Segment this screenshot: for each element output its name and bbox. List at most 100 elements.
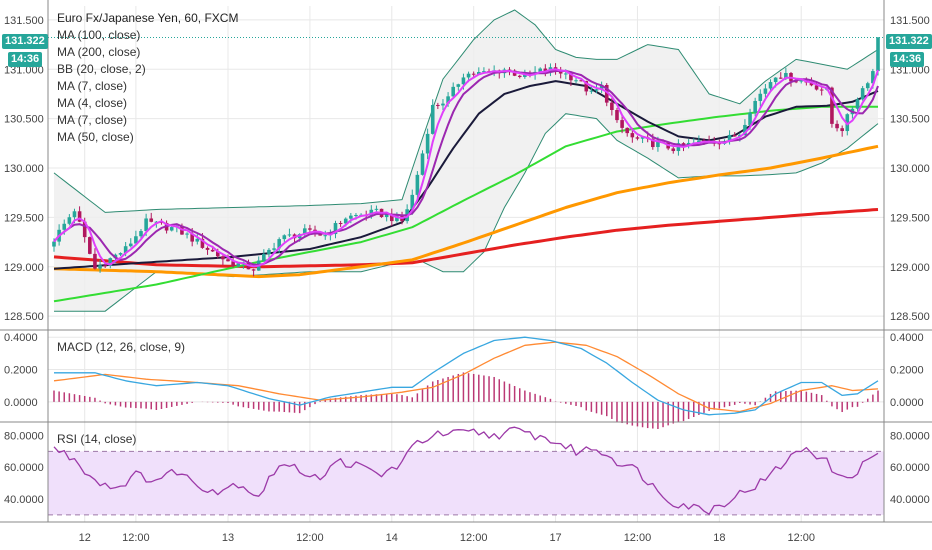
candle-body: [82, 221, 87, 238]
candle-body: [93, 253, 97, 269]
candle-body: [200, 238, 205, 248]
macd-tick-label-left: 0.2000: [4, 365, 38, 377]
candle-body: [763, 88, 768, 94]
candle-body: [732, 134, 737, 137]
candle-body: [410, 194, 415, 210]
candle-body: [354, 214, 358, 216]
candle-body: [855, 99, 860, 109]
candle-body: [517, 75, 522, 77]
candle-body: [236, 263, 241, 267]
rsi-tick-label-left: 40.0000: [4, 494, 44, 506]
candle-body: [338, 223, 343, 225]
candle-body: [98, 265, 102, 269]
x-tick-label: 14: [386, 532, 398, 544]
candle-body: [604, 84, 609, 103]
candle-body: [809, 82, 814, 86]
candle-body: [446, 96, 450, 104]
candle-body: [610, 102, 614, 111]
candle-body: [221, 256, 225, 260]
rsi-line: [53, 426, 879, 515]
y-tick-label-left: 129.000: [4, 262, 44, 274]
x-tick-label: 17: [549, 532, 561, 544]
candle-body: [308, 228, 312, 230]
candle-body: [538, 68, 543, 72]
x-tick-label: 12:00: [122, 532, 150, 544]
price-tag-right: 131.322: [886, 34, 932, 49]
y-tick-label-right: 131.500: [890, 15, 930, 27]
candle-body: [697, 140, 701, 143]
candle-body: [282, 235, 287, 240]
candle-body: [395, 215, 399, 222]
bb-fill: [54, 10, 878, 312]
candle-body: [128, 243, 133, 247]
candle-body: [574, 80, 578, 82]
ma100-line: [53, 144, 879, 279]
candle-body: [215, 251, 220, 257]
x-tick-label: 12:00: [296, 532, 324, 544]
candle-body: [384, 214, 389, 218]
y-tick-label-right: 129.000: [890, 262, 930, 274]
y-tick-label-right: 130.500: [890, 114, 930, 126]
candle-body: [134, 236, 138, 244]
candle-body: [753, 100, 757, 113]
legend-ma4: MA (4, close): [57, 96, 128, 110]
legend-ma200: MA (200, close): [57, 45, 141, 59]
candle-body: [441, 103, 445, 106]
candle-body: [430, 104, 435, 134]
ma7a-line: [53, 69, 879, 266]
rsi-tick-label-left: 80.0000: [4, 431, 44, 443]
candle-body: [471, 73, 476, 75]
macd-tick-label-left: 0.0000: [4, 397, 38, 409]
y-tick-label-left: 130.000: [4, 163, 44, 175]
candle-body: [205, 247, 210, 250]
candle-body: [579, 80, 583, 82]
candle-body: [272, 248, 276, 250]
candle-body: [840, 128, 844, 132]
candle-body: [349, 215, 353, 219]
ma4-line: [53, 68, 879, 268]
rsi-band-fill: [48, 451, 884, 515]
rsi-label: RSI (14, close): [57, 432, 137, 446]
macd-signal-line: [53, 341, 879, 413]
ma50-line: [53, 105, 878, 303]
x-tick-label: 13: [222, 532, 234, 544]
candle-body: [784, 73, 788, 79]
price-tag-left: 131.322: [2, 34, 48, 49]
candle-body: [589, 90, 594, 92]
candle-body: [876, 37, 880, 72]
candle-body: [635, 137, 640, 139]
candle-body: [226, 259, 230, 262]
candle-body: [118, 253, 123, 255]
candle-body: [543, 68, 548, 72]
candle-body: [625, 127, 630, 134]
candle-body: [72, 211, 77, 218]
rsi-tick-label-right: 80.0000: [890, 431, 930, 443]
y-tick-label-right: 131.000: [890, 64, 930, 76]
candle-body: [108, 258, 113, 266]
candle-body: [77, 211, 82, 222]
candle-body: [267, 249, 271, 255]
legend-bb: BB (20, close, 2): [57, 62, 146, 76]
bb-upper-line: [53, 9, 879, 213]
candle-body: [420, 153, 425, 175]
candle-body: [231, 261, 235, 267]
candle-body: [195, 238, 200, 242]
price-legend: Euro Fx/Japanese Yen, 60, FXCM MA (100, …: [57, 10, 238, 146]
candle-body: [62, 223, 67, 230]
legend-ma50: MA (50, close): [57, 130, 134, 144]
x-tick-label: 12:00: [624, 532, 652, 544]
candle-body: [67, 217, 72, 224]
candle-body: [615, 110, 619, 121]
macd-tick-label-right: 0.2000: [890, 365, 924, 377]
candle-body: [656, 142, 660, 148]
legend-ma7a: MA (7, close): [57, 79, 128, 93]
macd-line: [54, 336, 879, 416]
candle-body: [144, 218, 148, 232]
candle-body: [169, 227, 174, 231]
x-tick-label: 18: [713, 532, 725, 544]
candle-body: [287, 234, 292, 236]
candle-body: [584, 81, 589, 92]
macd-tick-label-right: 0.4000: [890, 332, 924, 344]
x-tick-label: 12: [79, 532, 91, 544]
